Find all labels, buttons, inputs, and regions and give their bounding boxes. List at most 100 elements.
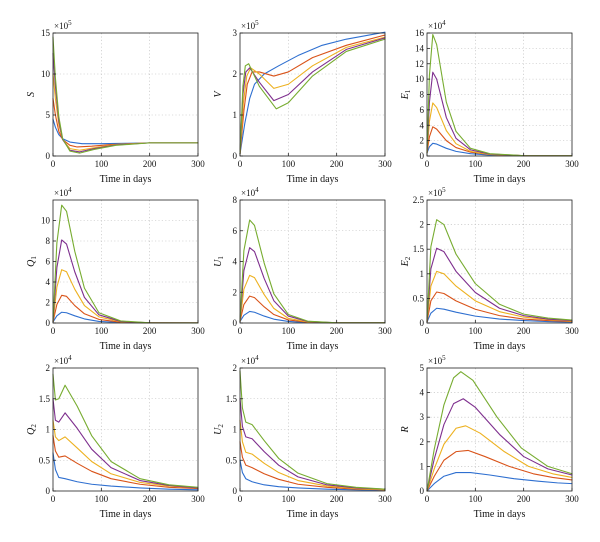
series-line-4 (52, 52, 199, 153)
y-axis-variable: Q (26, 427, 37, 435)
x-tick-label: 300 (565, 494, 579, 504)
y-tick-label: 6 (420, 105, 425, 115)
x-tick-label: 100 (95, 494, 109, 504)
x-tick-label: 100 (95, 326, 109, 336)
series-line-5 (426, 371, 573, 492)
x-tick-label: 300 (378, 159, 392, 169)
series-line-1 (426, 472, 573, 492)
series-line-3 (52, 419, 199, 489)
series-line-3 (52, 73, 199, 151)
y-axis-variable: S (26, 92, 37, 97)
y-tick-label: 14 (415, 43, 425, 53)
y-tick-label: 10 (41, 69, 51, 79)
multiplier-base: ×10 (54, 356, 69, 366)
x-tick-label: 300 (191, 326, 205, 336)
y-tick-label: 2 (420, 437, 425, 447)
y-tick-label: 15 (41, 28, 51, 38)
plot-frame (52, 32, 199, 157)
x-tick-label: 300 (565, 326, 579, 336)
y-tick-label: 1 (420, 269, 425, 279)
x-tick-label: 0 (51, 326, 56, 336)
y-axis-variable: R (400, 426, 411, 433)
series-line-4 (239, 247, 386, 324)
multiplier-base: ×10 (428, 356, 443, 366)
x-tick-label: 0 (425, 159, 430, 169)
series-line-5 (426, 33, 573, 157)
scale-multiplier: ×104 (54, 354, 72, 366)
multiplier-base: ×10 (54, 188, 69, 198)
series-line-4 (239, 37, 386, 155)
series-line-5 (239, 219, 386, 324)
y-axis-label: R (400, 426, 411, 433)
y-tick-label: 2 (233, 363, 238, 373)
multiplier-base: ×10 (54, 21, 69, 31)
series-line-5 (52, 373, 199, 488)
x-axis-label: Time in days (100, 174, 152, 185)
y-axis-variable: U (213, 427, 224, 435)
series-line-5 (239, 38, 386, 155)
panel-2: 0 100 200 300 0 1 2 3×105 Time in days V (213, 19, 392, 185)
x-axis-label: Time in days (474, 509, 526, 520)
y-tick-label: 10 (41, 216, 51, 226)
y-tick-label: 1 (233, 425, 238, 435)
y-tick-label: 4 (420, 388, 425, 398)
series-line-2 (52, 294, 199, 324)
plot-frame (426, 367, 573, 492)
series-line-4 (52, 398, 199, 489)
series-line-2 (52, 435, 199, 490)
series-line-3 (239, 274, 386, 324)
multiplier-base: ×10 (241, 356, 256, 366)
series-line-1 (239, 31, 386, 155)
y-tick-label: 1.5 (39, 394, 51, 404)
y-tick-label: 2 (46, 298, 51, 308)
y-tick-label: 8 (46, 236, 51, 246)
y-tick-label: 4 (420, 120, 425, 130)
x-tick-label: 200 (330, 326, 344, 336)
multiplier-exponent: 5 (68, 19, 72, 27)
y-tick-label: 0 (233, 318, 238, 328)
y-tick-label: 2.5 (413, 195, 425, 205)
x-tick-label: 100 (469, 494, 483, 504)
y-tick-label: 2 (233, 69, 238, 79)
y-tick-label: 0.5 (226, 455, 238, 465)
y-tick-label: 8 (420, 90, 425, 100)
y-tick-label: 1 (420, 461, 425, 471)
series-line-4 (426, 398, 573, 492)
x-tick-label: 100 (469, 159, 483, 169)
y-tick-label: 0.5 (413, 293, 425, 303)
y-axis-label: E1 (400, 89, 412, 100)
multiplier-base: ×10 (428, 21, 443, 31)
y-axis-label: Q2 (26, 424, 38, 435)
y-tick-label: 2 (420, 220, 425, 230)
scale-multiplier: ×104 (428, 19, 446, 31)
y-tick-label: 2 (233, 287, 238, 297)
plot-frame (239, 32, 386, 157)
series-line-5 (426, 219, 573, 323)
y-tick-label: 0 (46, 151, 51, 161)
y-axis-subscript: 1 (404, 89, 412, 93)
x-tick-label: 100 (282, 159, 296, 169)
y-tick-label: 0 (233, 151, 238, 161)
y-tick-label: 2 (46, 363, 51, 373)
x-tick-label: 200 (517, 159, 531, 169)
panel-9: 0 100 200 300 0 1 2 3 4 5×105 Time in days R (400, 354, 579, 520)
y-tick-label: 6 (46, 257, 51, 267)
y-axis-subscript: 2 (30, 424, 38, 428)
x-tick-label: 200 (143, 326, 157, 336)
plot-frame (426, 199, 573, 324)
x-tick-label: 200 (517, 494, 531, 504)
y-axis-variable: E (400, 260, 411, 267)
x-tick-label: 200 (143, 494, 157, 504)
series-line-2 (426, 449, 573, 492)
y-tick-label: 1.5 (226, 394, 238, 404)
scale-multiplier: ×104 (241, 354, 259, 366)
y-axis-variable: E (400, 93, 411, 100)
y-tick-label: 1 (233, 110, 238, 120)
y-axis-label: E2 (400, 256, 412, 267)
series-line-1 (426, 307, 573, 323)
